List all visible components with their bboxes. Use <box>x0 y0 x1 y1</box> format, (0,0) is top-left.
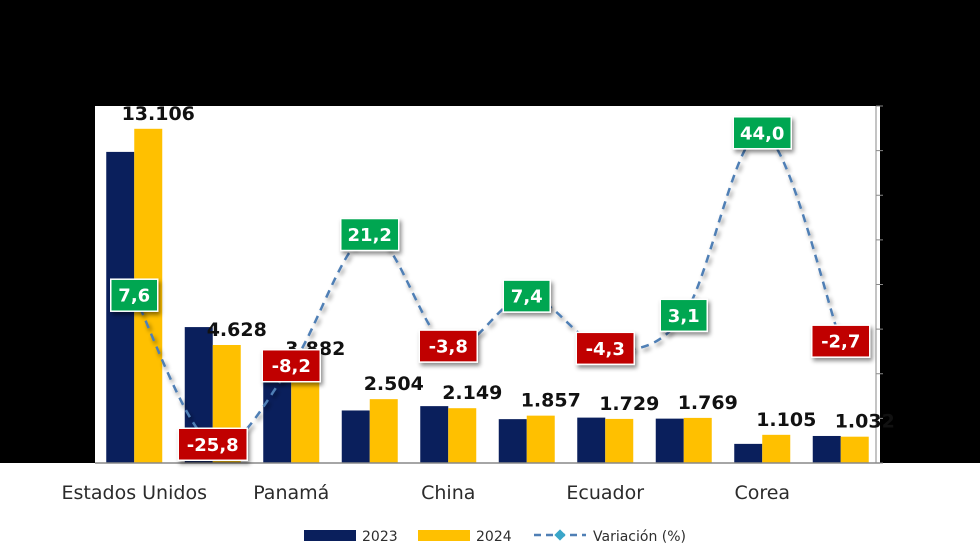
legend-label-2023: 2023 <box>362 529 398 545</box>
variation-label: -8,2 <box>272 356 311 377</box>
variation-point: -25,8 <box>177 427 248 462</box>
bar-value-label: 1.032 <box>835 411 895 433</box>
bar-value-label: 1.769 <box>678 392 738 414</box>
variation-point: 7,6 <box>110 278 159 312</box>
bar-2023 <box>498 419 527 463</box>
variation-point: 44,0 <box>732 116 792 150</box>
category-label: China <box>421 482 475 504</box>
variation-label-box <box>340 217 400 252</box>
bar-value-label: 2.149 <box>442 382 502 404</box>
bar-labels-group: 13.1064.6283.8822.5042.1491.8571.7291.76… <box>122 103 895 433</box>
bar-2024 <box>605 418 634 463</box>
variation-point: 7,4 <box>502 279 551 313</box>
legend-label-variation: Variación (%) <box>593 529 686 545</box>
variation-label: 7,4 <box>511 287 543 308</box>
bar-2023 <box>420 406 449 463</box>
legend-label-2024: 2024 <box>476 529 512 545</box>
bar-2023 <box>577 417 606 463</box>
bar-2023 <box>655 418 684 463</box>
axis-band <box>0 463 980 560</box>
bar-2024 <box>683 417 712 463</box>
bar-2023 <box>812 435 841 463</box>
bar-value-label: 1.729 <box>599 393 659 415</box>
variation-label: 7,6 <box>118 286 150 307</box>
variation-point: 21,2 <box>340 217 400 252</box>
variation-label-box <box>732 116 792 150</box>
variation-label: 3,1 <box>668 306 700 327</box>
bar-value-label: 2.504 <box>364 373 424 395</box>
variation-label: -4,3 <box>586 339 625 360</box>
bar-2023 <box>341 410 370 463</box>
variation-label-box <box>261 348 321 383</box>
category-label: Panamá <box>253 482 329 504</box>
variation-point: -8,2 <box>261 348 321 383</box>
category-label: Ecuador <box>566 482 644 504</box>
variation-label: -2,7 <box>821 332 860 353</box>
variation-label-box <box>418 329 478 363</box>
variation-label: 44,0 <box>740 123 784 144</box>
legend: 2023 2024 Variación (%) <box>304 529 686 545</box>
category-label: Corea <box>734 482 790 504</box>
variation-label-box <box>502 279 551 313</box>
variation-labels-group: 7,6 -25,8 -8,2 21,2 -3,8 7,4 -4,3 3,1 44,0 -2,7 <box>110 116 871 462</box>
bar-value-label: 1.857 <box>521 390 581 412</box>
variation-label: -25,8 <box>187 435 239 456</box>
axis-group <box>95 105 883 464</box>
legend-marker-variation <box>554 529 566 541</box>
variation-label-box <box>659 298 708 333</box>
variation-point: -2,7 <box>811 324 871 358</box>
variation-point: -4,3 <box>575 331 635 366</box>
bar-2024 <box>369 399 398 463</box>
variation-label: -3,8 <box>429 337 468 358</box>
variation-label-box <box>177 427 248 462</box>
legend-swatch-2024 <box>418 530 470 541</box>
variation-label-box <box>110 278 159 312</box>
variation-point: -3,8 <box>418 329 478 363</box>
bar-2024 <box>840 436 869 463</box>
bar-value-label: 1.105 <box>756 409 816 431</box>
variation-point: 3,1 <box>659 298 708 333</box>
category-label: Estados Unidos <box>62 482 207 504</box>
bar-2024 <box>448 408 477 463</box>
bar-2024 <box>526 415 555 463</box>
variation-label-box <box>575 331 635 366</box>
variation-label: 21,2 <box>348 225 392 246</box>
category-labels-group: Estados Unidos Panamá China Ecuador Corea <box>62 482 791 504</box>
variation-label-box <box>811 324 871 358</box>
bar-2023 <box>734 443 763 463</box>
legend-swatch-2023 <box>304 530 356 541</box>
bar-2024 <box>762 434 791 463</box>
bar-value-label: 13.106 <box>122 103 195 125</box>
bar-value-label: 4.628 <box>207 319 267 341</box>
